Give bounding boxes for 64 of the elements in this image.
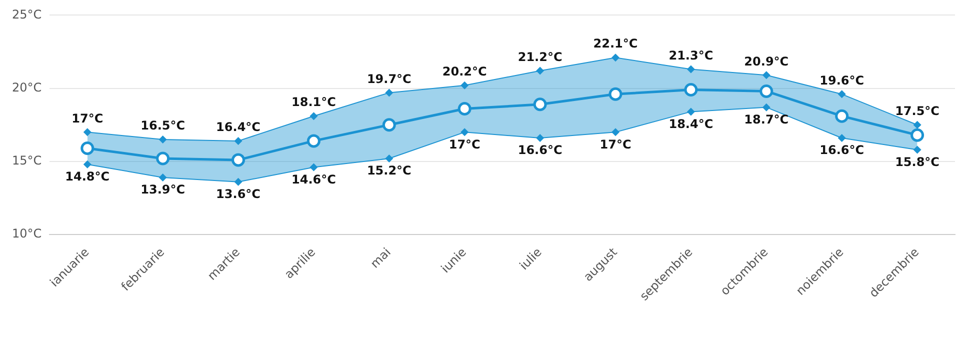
point xyxy=(234,136,242,145)
data-label: 16.5°C xyxy=(140,118,186,133)
point xyxy=(686,65,695,74)
data-label: 17°C xyxy=(72,111,104,126)
point xyxy=(158,174,167,182)
point xyxy=(234,178,242,186)
point xyxy=(156,152,170,166)
point xyxy=(83,160,92,168)
data-label: 20.9°C xyxy=(744,54,789,68)
point xyxy=(458,102,472,116)
point xyxy=(310,163,318,172)
data-label: 15.8°C xyxy=(895,154,940,169)
point xyxy=(838,90,846,98)
data-label: 17°C xyxy=(600,137,632,152)
data-label: 13.6°C xyxy=(216,187,261,202)
y-tick-label: 10°C xyxy=(12,226,42,241)
data-label: 18.7°C xyxy=(744,112,789,126)
point xyxy=(536,66,544,75)
data-label: 18.4°C xyxy=(668,116,714,131)
data-label: 19.6°C xyxy=(820,73,864,88)
point xyxy=(762,71,770,80)
data-label: 21.2°C xyxy=(518,50,562,64)
point xyxy=(310,112,318,120)
data-label: 16.6°C xyxy=(820,143,864,158)
y-tick-label: 25°C xyxy=(12,7,42,22)
point xyxy=(385,154,394,162)
data-label: 18.1°C xyxy=(292,95,336,110)
point xyxy=(385,88,394,97)
point xyxy=(232,153,246,167)
data-label: 17°C xyxy=(448,137,481,152)
point xyxy=(608,87,622,101)
data-label: 19.7°C xyxy=(366,72,412,86)
data-label: 21.3°C xyxy=(668,48,714,62)
point xyxy=(686,108,695,116)
data-label: 16.6°C xyxy=(518,143,562,158)
point xyxy=(536,134,544,142)
point xyxy=(306,134,320,148)
point xyxy=(158,135,167,144)
point xyxy=(611,54,620,62)
data-label: 14.6°C xyxy=(292,172,336,186)
data-label: 17.5°C xyxy=(895,104,940,118)
point xyxy=(533,98,547,112)
point xyxy=(611,128,620,136)
point xyxy=(910,128,924,142)
point xyxy=(913,120,922,129)
y-tick-label: 15°C xyxy=(12,154,42,168)
point xyxy=(83,128,92,136)
data-label: 20.2°C xyxy=(442,64,487,79)
data-label: 22.1°C xyxy=(593,36,638,51)
point xyxy=(760,84,774,98)
y-tick-label: 20°C xyxy=(12,80,42,94)
point xyxy=(838,134,846,142)
point xyxy=(80,142,94,156)
point xyxy=(460,128,469,136)
data-label: 16.4°C xyxy=(216,120,261,134)
data-label: 14.8°C xyxy=(65,169,110,184)
point xyxy=(460,81,469,90)
data-label: 15.2°C xyxy=(366,164,412,178)
point xyxy=(762,103,770,112)
point xyxy=(913,146,922,154)
point xyxy=(382,118,396,132)
point xyxy=(684,83,698,97)
data-label: 13.9°C xyxy=(140,182,186,197)
point xyxy=(835,109,849,123)
